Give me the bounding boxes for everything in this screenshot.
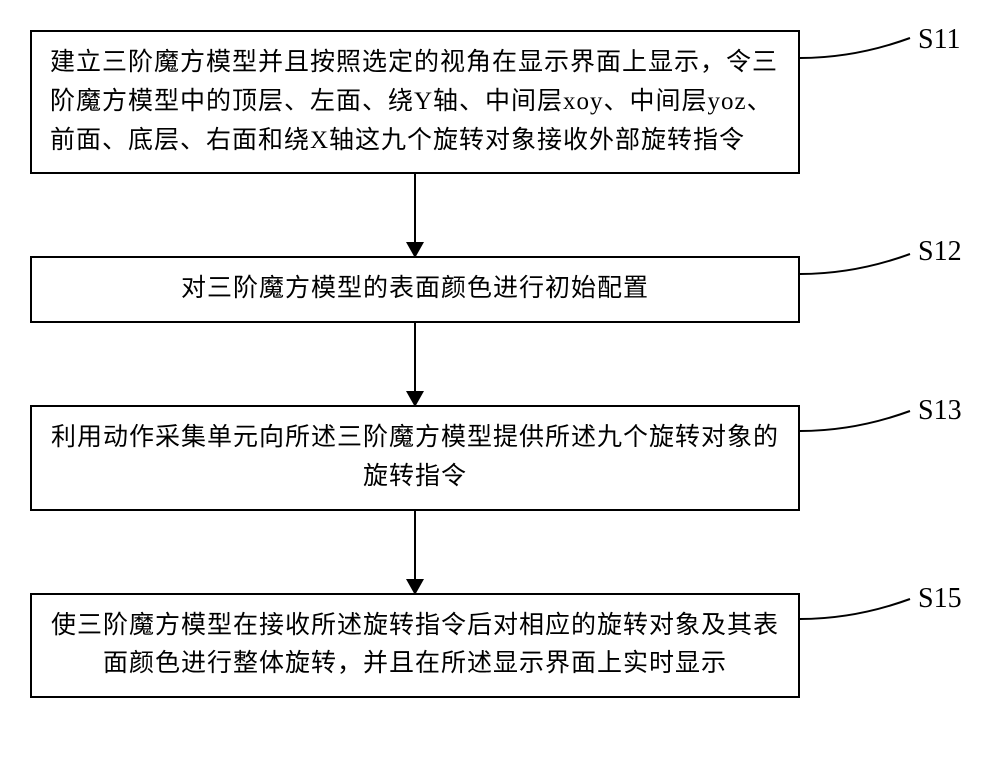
step-box: 使三阶魔方模型在接收所述旋转指令后对相应的旋转对象及其表面颜色进行整体旋转，并且… xyxy=(30,593,800,699)
step-box: 对三阶魔方模型的表面颜色进行初始配置 xyxy=(30,256,800,323)
step-label: S12 xyxy=(918,236,962,268)
flowchart-container: 建立三阶魔方模型并且按照选定的视角在显示界面上显示，令三阶魔方模型中的顶层、左面… xyxy=(30,30,970,698)
flow-arrow xyxy=(30,323,800,405)
flow-arrow xyxy=(30,174,800,256)
flow-arrow xyxy=(30,511,800,593)
step-label: S11 xyxy=(918,24,961,56)
arrow-line xyxy=(414,511,416,581)
flow-step-s12: 对三阶魔方模型的表面颜色进行初始配置 S12 xyxy=(30,256,970,323)
arrow-line xyxy=(414,323,416,393)
step-box: 建立三阶魔方模型并且按照选定的视角在显示界面上显示，令三阶魔方模型中的顶层、左面… xyxy=(30,30,800,174)
step-label: S13 xyxy=(918,395,962,427)
step-label: S15 xyxy=(918,583,962,615)
flow-step-s13: 利用动作采集单元向所述三阶魔方模型提供所述九个旋转对象的旋转指令 S13 xyxy=(30,405,970,511)
arrow-line xyxy=(414,174,416,244)
flow-step-s11: 建立三阶魔方模型并且按照选定的视角在显示界面上显示，令三阶魔方模型中的顶层、左面… xyxy=(30,30,970,174)
step-text: 建立三阶魔方模型并且按照选定的视角在显示界面上显示，令三阶魔方模型中的顶层、左面… xyxy=(50,49,778,154)
step-box: 利用动作采集单元向所述三阶魔方模型提供所述九个旋转对象的旋转指令 xyxy=(30,405,800,511)
step-text: 对三阶魔方模型的表面颜色进行初始配置 xyxy=(181,275,649,302)
step-text: 利用动作采集单元向所述三阶魔方模型提供所述九个旋转对象的旋转指令 xyxy=(51,424,779,490)
flow-step-s15: 使三阶魔方模型在接收所述旋转指令后对相应的旋转对象及其表面颜色进行整体旋转，并且… xyxy=(30,593,970,699)
step-text: 使三阶魔方模型在接收所述旋转指令后对相应的旋转对象及其表面颜色进行整体旋转，并且… xyxy=(51,612,779,678)
